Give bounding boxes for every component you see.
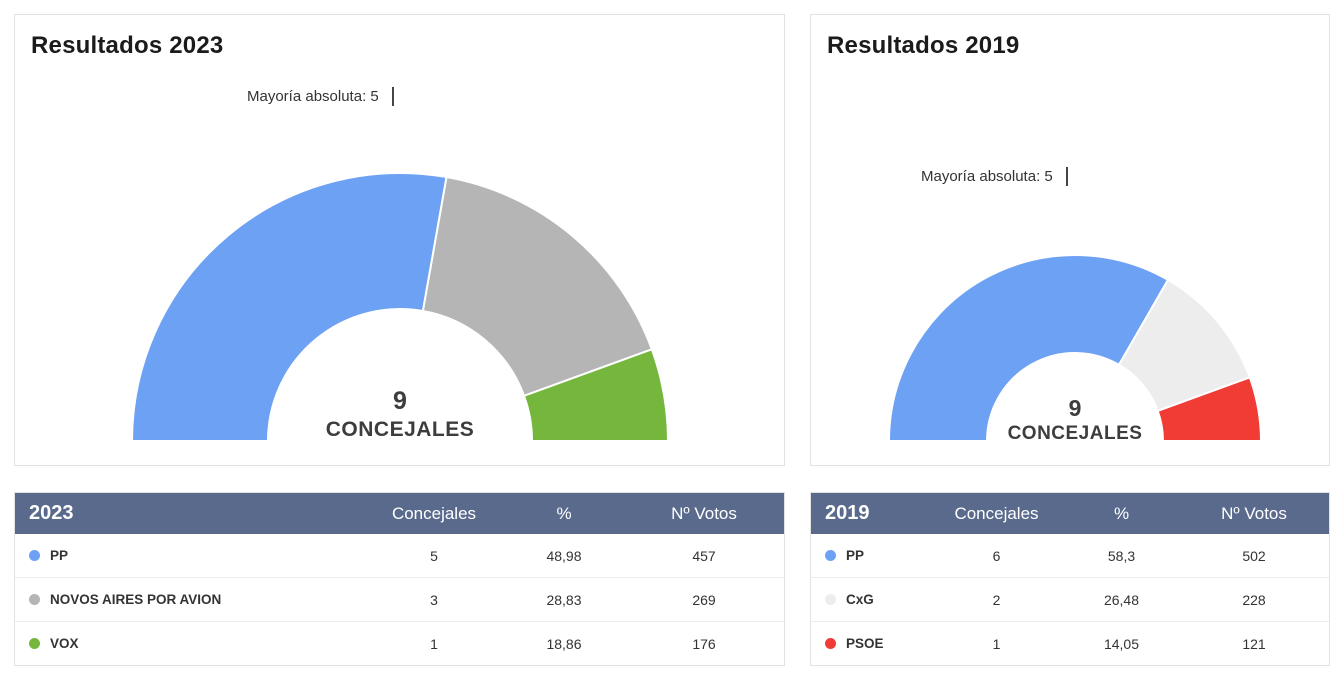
table-header: 2019 Concejales % Nº Votos [811,493,1329,534]
majority-annotation: Mayoría absoluta: 5 [921,167,1068,186]
results-2019-chart-panel: Resultados 2019 Mayoría absoluta: 5 9 CO… [810,14,1330,466]
seats-cell: 1 [430,635,438,652]
seats-gauge-chart-2023 [130,172,670,442]
total-seats-value: 9 [1068,395,1082,421]
majority-tick-icon [1065,167,1068,186]
results-2023-chart-panel: Resultados 2023 Mayoría absoluta: 5 9 CO… [14,14,785,466]
votes-cell: 228 [1242,591,1266,608]
seats-unit-label: CONCEJALES [325,417,475,441]
table-header: 2023 Concejales % Nº Votos [15,493,784,534]
seats-cell: 5 [430,547,438,564]
votes-cell: 502 [1242,547,1266,564]
percent-cell: 18,86 [546,635,582,652]
gauge-segment [130,172,448,442]
gauge-segment [421,175,654,398]
votes-cell: 121 [1242,635,1266,652]
percent-column-header: % [556,503,572,523]
concejales-column-header: Concejales [954,503,1039,523]
table-row: VOX 1 18,86 176 [15,621,784,665]
party-color-dot-icon [29,638,40,649]
total-seats-value: 9 [393,387,407,415]
results-2019-table: 2019 Concejales % Nº Votos PP 6 58,3 502… [810,492,1330,666]
party-color-dot-icon [825,550,836,561]
votes-column-header: Nº Votos [1221,503,1287,523]
party-color-dot-icon [825,594,836,605]
majority-label: Mayoría absoluta: 5 [921,168,1053,185]
party-name: PP [846,548,865,563]
percent-cell: 26,48 [1103,591,1140,608]
seats-cell: 2 [992,591,1001,608]
percent-cell: 14,05 [1103,635,1140,652]
chart-title-2019: Resultados 2019 [827,32,1020,59]
gauge-center-label: 9 CONCEJALES [250,387,550,442]
gauge-segment [1156,376,1263,442]
majority-tick-icon [391,87,394,106]
table-row: PP 6 58,3 502 [811,534,1329,577]
majority-annotation: Mayoría absoluta: 5 [247,87,394,106]
gauge-segment [887,254,1170,442]
seats-cell: 3 [430,591,438,608]
party-color-dot-icon [825,638,836,649]
party-name: CxG [846,592,874,607]
gauge-center-label: 9 CONCEJALES [925,395,1225,445]
table-row: CxG 2 26,48 228 [811,577,1329,621]
seats-cell: 6 [992,547,1001,564]
table-row: PP 5 48,98 457 [15,534,784,577]
seats-unit-label: CONCEJALES [1007,423,1143,445]
percent-cell: 48,98 [546,547,582,564]
votes-cell: 457 [692,547,716,564]
votes-cell: 269 [692,591,716,608]
gauge-segment [522,348,670,442]
year-header: 2023 [29,502,74,524]
table-row: PSOE 1 14,05 121 [811,621,1329,665]
party-color-dot-icon [29,594,40,605]
party-name: PP [50,548,69,563]
chart-title-2023: Resultados 2023 [31,32,224,59]
results-2023-table: 2023 Concejales % Nº Votos PP 5 48,98 45… [14,492,785,666]
votes-cell: 176 [692,635,716,652]
percent-cell: 28,83 [546,591,582,608]
majority-label: Mayoría absoluta: 5 [247,88,379,105]
table-row: NOVOS AIRES POR AVION 3 28,83 269 [15,577,784,621]
party-color-dot-icon [29,550,40,561]
party-name: VOX [50,636,79,651]
party-name: PSOE [846,636,884,651]
seats-gauge-chart-2019 [887,254,1263,442]
percent-column-header: % [1113,503,1130,523]
seats-cell: 1 [992,635,1001,652]
votes-column-header: Nº Votos [671,503,737,523]
concejales-column-header: Concejales [391,503,477,523]
year-header: 2019 [825,502,870,524]
percent-cell: 58,3 [1107,547,1136,564]
party-name: NOVOS AIRES POR AVION [50,592,222,607]
